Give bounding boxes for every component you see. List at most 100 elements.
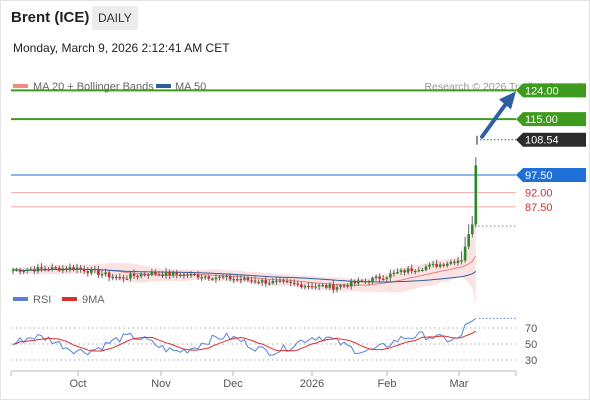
price-label-resistance: 124.00 [525,85,559,97]
rsi-line [12,318,477,356]
candle [57,267,61,271]
candle [157,274,161,276]
candle [207,276,211,279]
candle [168,271,171,276]
candle [396,272,399,274]
candle [470,224,474,235]
candle [50,267,54,270]
candle [211,278,214,280]
candle [428,264,431,267]
candle [129,273,132,279]
candle [460,260,463,262]
candle [93,269,97,271]
candle [317,285,321,287]
price-label-last: 108.54 [525,135,559,147]
candle [332,284,335,290]
price-label-support: 92.00 [525,188,553,200]
candle [406,268,410,273]
candle [467,234,470,247]
legend-swatch-ma50 [156,84,171,88]
candle [243,278,246,280]
candle [232,279,236,281]
bollinger-band-fill [13,206,476,306]
candle [339,285,342,288]
candle [25,269,29,271]
candle [307,285,310,288]
candle [300,284,303,288]
candle [442,264,446,266]
x-tick-label: Mar [450,378,469,390]
target-arrow-head [499,91,516,110]
candle [139,274,143,277]
candle [79,267,82,269]
timeframe-button[interactable]: DAILY [92,6,138,30]
candle [196,274,200,278]
candle [114,276,118,279]
candle [456,260,460,264]
candle [264,280,268,284]
price-label-box [516,112,586,127]
candle [392,272,396,275]
candle [289,281,292,283]
candle [285,281,289,283]
candle [150,271,154,275]
candle [453,261,456,264]
candle [218,276,221,278]
candle [125,278,129,280]
candle [228,275,232,280]
x-tick-label: Dec [223,378,243,390]
bollinger-band [12,206,477,306]
candle [335,287,339,290]
candle [75,267,79,270]
instrument-title: Brent (ICE) [11,9,90,26]
x-axis: Oct Nov Dec 2026 Feb Mar [10,371,517,390]
candle [435,263,438,267]
rsi-tick-label: 30 [525,355,537,367]
candle [257,281,260,284]
candle [271,280,275,284]
candle [146,274,150,276]
candle [104,272,107,275]
candle [68,267,72,270]
candle [11,269,15,272]
candle [182,274,186,277]
price-label-box [516,83,586,98]
candle [29,269,33,271]
candle [221,276,225,278]
price-label-pivot: 97.50 [525,170,553,182]
candle [122,277,125,279]
candle [399,270,403,273]
candle [431,263,435,266]
candle [235,279,239,281]
candle [143,274,147,276]
candle [421,269,424,272]
candle [132,273,136,276]
candle [357,280,360,284]
candle [118,277,122,279]
legend-label-9ma: 9MA [82,294,105,306]
price-label-support: 87.50 [525,202,553,214]
candle [22,270,25,273]
candle [40,267,43,269]
candle [36,267,40,272]
candle [381,278,385,280]
candle [18,269,22,272]
price-label-box [516,132,586,147]
candle [33,269,36,272]
candle [189,273,193,276]
candle [346,285,349,287]
candle [353,281,357,284]
candle [292,282,296,284]
target-arrow-shaft [480,100,509,139]
candle [296,283,300,285]
candle [260,280,264,283]
candle [54,267,58,269]
candle [100,274,104,276]
candle [371,277,374,283]
rsi-tick-label: 50 [525,339,537,351]
candle [82,268,86,272]
candle [15,269,18,271]
candle [72,267,75,270]
candle [378,276,381,279]
